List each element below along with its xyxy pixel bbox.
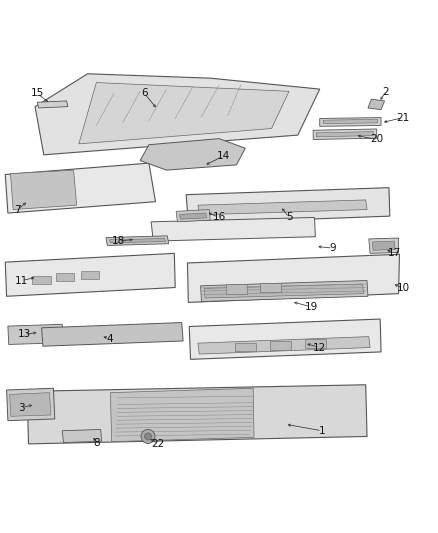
Text: 16: 16 xyxy=(212,213,226,222)
Text: 1: 1 xyxy=(318,426,325,436)
Polygon shape xyxy=(8,324,64,344)
Polygon shape xyxy=(10,393,51,416)
Text: 7: 7 xyxy=(14,205,21,215)
Polygon shape xyxy=(235,343,256,351)
Text: 18: 18 xyxy=(112,236,125,246)
Circle shape xyxy=(141,430,155,443)
Polygon shape xyxy=(187,254,399,302)
Polygon shape xyxy=(226,285,247,294)
Text: 22: 22 xyxy=(151,439,164,449)
Text: 8: 8 xyxy=(93,438,100,448)
Polygon shape xyxy=(305,339,326,348)
Text: 9: 9 xyxy=(329,243,336,253)
Polygon shape xyxy=(7,388,55,421)
Polygon shape xyxy=(110,238,166,243)
Polygon shape xyxy=(106,236,169,246)
Text: 15: 15 xyxy=(31,88,44,99)
Polygon shape xyxy=(189,319,381,359)
Polygon shape xyxy=(81,271,99,279)
Text: 21: 21 xyxy=(396,112,410,123)
Polygon shape xyxy=(313,129,377,140)
Polygon shape xyxy=(368,99,385,110)
Text: 11: 11 xyxy=(15,276,28,286)
Text: 4: 4 xyxy=(106,334,113,344)
Circle shape xyxy=(145,433,152,440)
Polygon shape xyxy=(204,284,364,298)
Polygon shape xyxy=(56,273,74,281)
Polygon shape xyxy=(5,253,175,296)
Polygon shape xyxy=(37,101,68,108)
Polygon shape xyxy=(151,217,315,241)
Polygon shape xyxy=(323,119,378,124)
Text: 3: 3 xyxy=(18,402,25,413)
Text: 13: 13 xyxy=(18,329,31,340)
Polygon shape xyxy=(32,276,51,284)
Polygon shape xyxy=(5,163,155,213)
Text: 12: 12 xyxy=(313,343,326,352)
Polygon shape xyxy=(320,118,381,126)
Polygon shape xyxy=(180,213,207,219)
Polygon shape xyxy=(260,282,281,292)
Polygon shape xyxy=(186,188,390,223)
Polygon shape xyxy=(42,322,183,346)
Text: 5: 5 xyxy=(286,213,293,222)
Polygon shape xyxy=(140,139,245,170)
Polygon shape xyxy=(62,430,102,442)
Polygon shape xyxy=(110,388,254,442)
Polygon shape xyxy=(270,341,291,350)
Polygon shape xyxy=(201,280,368,302)
Text: 2: 2 xyxy=(382,87,389,97)
Text: 10: 10 xyxy=(396,284,410,293)
Polygon shape xyxy=(369,238,399,253)
Polygon shape xyxy=(198,200,367,215)
Text: 17: 17 xyxy=(388,248,401,259)
Text: 14: 14 xyxy=(217,151,230,161)
Polygon shape xyxy=(176,209,210,222)
Polygon shape xyxy=(27,385,367,444)
Polygon shape xyxy=(11,170,77,209)
Text: 20: 20 xyxy=(370,134,383,144)
Polygon shape xyxy=(372,241,395,251)
Polygon shape xyxy=(316,132,373,137)
Polygon shape xyxy=(79,83,289,144)
Text: 6: 6 xyxy=(141,88,148,99)
Polygon shape xyxy=(198,336,370,354)
Text: 19: 19 xyxy=(304,302,318,312)
Polygon shape xyxy=(35,74,320,155)
